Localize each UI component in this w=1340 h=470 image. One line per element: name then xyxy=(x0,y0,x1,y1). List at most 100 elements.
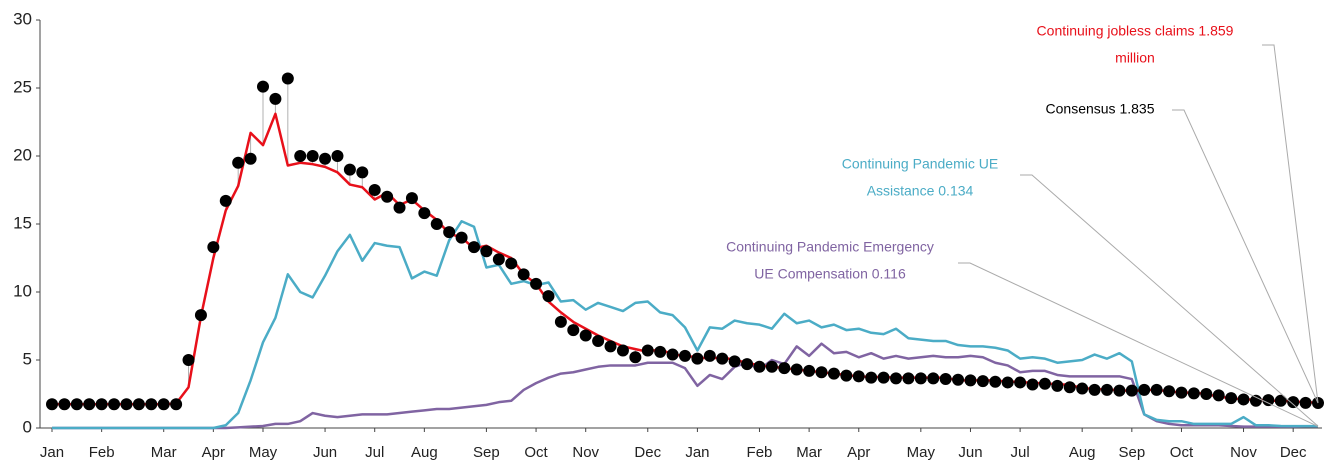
y-tick-label: 20 xyxy=(13,145,32,164)
series-marker xyxy=(232,156,245,169)
x-tick-label: May xyxy=(249,444,278,461)
series-marker xyxy=(741,358,754,371)
series-marker xyxy=(616,344,629,357)
x-tick-label: Aug xyxy=(1069,444,1096,461)
series-marker xyxy=(1225,392,1238,405)
x-tick-label: Jun xyxy=(958,444,982,461)
series-marker xyxy=(83,398,96,411)
x-tick-label: Nov xyxy=(1230,444,1257,461)
series-marker xyxy=(132,398,145,411)
x-tick-label: May xyxy=(907,444,936,461)
series-marker xyxy=(95,398,108,411)
series-marker xyxy=(939,373,952,386)
x-tick-label: Mar xyxy=(151,444,177,461)
series-marker xyxy=(716,352,729,365)
y-tick-label: 10 xyxy=(13,281,32,300)
series-marker xyxy=(1163,385,1176,398)
series-marker xyxy=(902,372,915,385)
series-marker xyxy=(790,363,803,376)
x-tick-label: Jan xyxy=(40,444,64,461)
series-marker xyxy=(1200,388,1213,400)
series-marker xyxy=(1026,378,1039,391)
series-marker xyxy=(840,369,853,382)
series-marker xyxy=(989,375,1002,388)
y-tick-label: 30 xyxy=(13,9,32,28)
annotation: million xyxy=(1115,50,1155,66)
series-marker xyxy=(443,226,456,239)
series-marker xyxy=(108,398,121,411)
series-marker xyxy=(827,367,840,380)
series-marker xyxy=(368,184,381,196)
series-marker xyxy=(257,80,269,93)
x-tick-label: Feb xyxy=(89,444,115,461)
x-tick-label: Mar xyxy=(796,444,822,461)
series-marker xyxy=(1101,383,1113,396)
series-marker xyxy=(1299,396,1312,409)
series-marker xyxy=(505,257,518,270)
series-marker xyxy=(517,268,530,281)
series-marker xyxy=(343,163,356,176)
series-marker xyxy=(480,245,493,258)
x-tick-label: Jan xyxy=(685,444,709,461)
series-marker xyxy=(170,398,183,411)
series-marker xyxy=(46,398,58,411)
series-marker xyxy=(1076,382,1089,395)
series-marker xyxy=(1175,386,1188,399)
series-marker xyxy=(765,360,778,373)
series-marker xyxy=(70,398,83,411)
series-marker xyxy=(703,349,716,362)
series-marker xyxy=(778,362,791,375)
y-tick-label: 0 xyxy=(23,417,32,436)
series-marker xyxy=(455,231,468,244)
series-marker xyxy=(58,398,71,411)
x-tick-label: Aug xyxy=(411,444,438,461)
series-marker xyxy=(1150,383,1163,396)
series-marker xyxy=(1287,396,1300,409)
series-marker xyxy=(120,398,133,411)
x-tick-label: Apr xyxy=(202,444,225,461)
series-marker xyxy=(157,398,170,411)
series-marker xyxy=(1001,376,1014,389)
series-marker xyxy=(890,372,902,385)
x-tick-label: Dec xyxy=(634,444,661,461)
x-tick-label: Oct xyxy=(524,444,548,461)
series-marker xyxy=(927,372,940,385)
series-marker xyxy=(381,190,394,203)
series-marker xyxy=(679,349,691,362)
series-marker xyxy=(430,218,443,230)
series-marker xyxy=(629,351,642,364)
series-marker xyxy=(815,366,828,379)
series-marker xyxy=(1051,379,1064,392)
series-marker xyxy=(542,290,555,303)
series-marker xyxy=(1274,394,1287,407)
series-marker xyxy=(468,241,480,254)
series-marker xyxy=(492,253,505,266)
series-marker xyxy=(1113,384,1126,397)
series-marker xyxy=(865,371,878,384)
series-marker xyxy=(976,375,989,388)
series-marker xyxy=(666,348,679,361)
y-tick-label: 5 xyxy=(23,349,32,368)
series-marker xyxy=(1237,393,1250,406)
series-marker xyxy=(207,241,220,254)
series-marker xyxy=(269,92,282,105)
series-marker xyxy=(1014,376,1027,389)
series-marker xyxy=(952,373,965,386)
annotation: Assistance 0.134 xyxy=(867,183,974,199)
series-line xyxy=(52,342,1318,430)
series-marker xyxy=(393,201,406,214)
series-marker xyxy=(356,166,369,179)
x-tick-label: Dec xyxy=(1280,444,1307,461)
series-marker xyxy=(331,150,344,162)
x-tick-label: Feb xyxy=(747,444,773,461)
x-tick-label: Sep xyxy=(473,444,500,461)
series-marker xyxy=(803,364,816,377)
leader-line xyxy=(1020,174,1319,427)
x-tick-label: Apr xyxy=(847,444,870,461)
leader-line xyxy=(1172,109,1319,404)
series-marker xyxy=(1063,381,1076,394)
x-tick-label: Sep xyxy=(1118,444,1145,461)
series-marker xyxy=(964,374,977,387)
annotation: Consensus 1.835 xyxy=(1046,101,1155,117)
annotation: Continuing Pandemic Emergency xyxy=(726,239,934,255)
